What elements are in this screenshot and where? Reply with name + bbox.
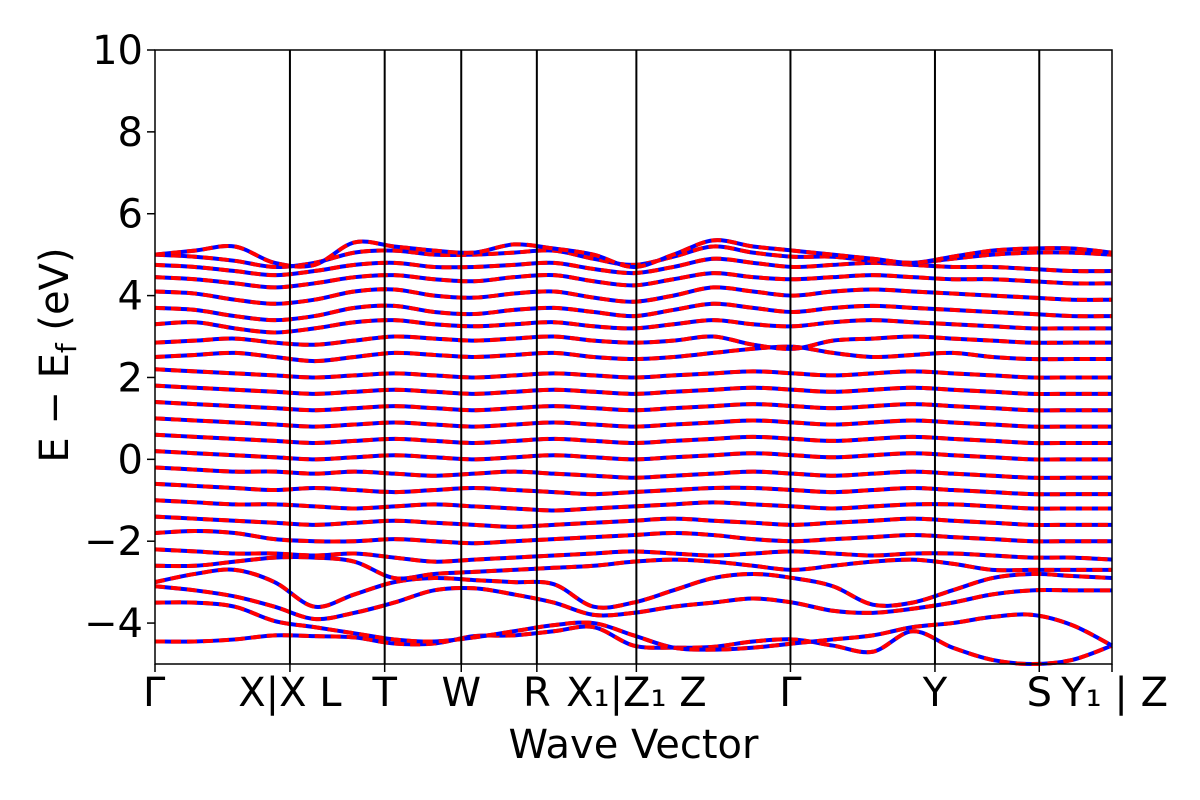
band-6-series-1 <box>154 528 1112 546</box>
band-19-series-1 <box>154 318 1112 335</box>
band-11-series-0 <box>154 449 1112 462</box>
kpoint-label-0: Γ <box>143 670 166 716</box>
band-12-series-0 <box>154 432 1112 446</box>
band-2-series-1 <box>154 584 1113 622</box>
band-16-series-0 <box>154 367 1112 380</box>
band-13-series-0 <box>154 416 1112 429</box>
kpoint-label-9: Y₁ | Z <box>1060 670 1168 716</box>
y-tick-label-0: −4 <box>84 601 143 647</box>
band-22-series-1 <box>154 271 1113 290</box>
bands-layer <box>154 238 1113 666</box>
band-4-series-1 <box>154 555 1112 581</box>
band-20-series-1 <box>154 301 1113 323</box>
kpoint-lines-layer <box>288 50 1041 664</box>
y-tick-label-6: 8 <box>118 110 143 156</box>
y-ticks-layer: −4 −2 0 2 4 6 8 10 <box>84 28 155 647</box>
band-10-series-0 <box>154 465 1112 480</box>
x-axis-label: Wave Vector <box>509 722 760 768</box>
kpoint-label-2: T <box>371 670 397 716</box>
band-7-series-0 <box>154 514 1113 529</box>
y-tick-label-4: 4 <box>118 274 143 320</box>
y-axis-label-sub: f <box>50 342 83 353</box>
kpoint-label-1: X|X L <box>238 670 342 716</box>
kpoint-label-7: Y <box>922 670 948 716</box>
band-25-series-1 <box>154 238 1113 269</box>
y-axis-label: E − Ef (eV) <box>32 247 83 462</box>
kpoint-label-8: S <box>1027 670 1052 716</box>
y-axis-label-unit: (eV) <box>32 247 78 343</box>
band-1-series-1 <box>154 600 1113 652</box>
band-17-series-1 <box>154 344 1112 364</box>
band-8-series-0 <box>154 498 1112 513</box>
y-axis-label-main: E − E <box>32 353 78 463</box>
plot-frame <box>154 49 1113 665</box>
y-tick-label-2: 0 <box>118 437 143 483</box>
y-tick-label-7: 10 <box>92 28 143 74</box>
kpoint-label-6: Γ <box>779 670 802 716</box>
y-tick-label-1: −2 <box>84 519 143 565</box>
kpoint-labels-layer: Γ X|X L T W R X₁|Z₁ Z Γ Y S Y₁ | Z <box>143 664 1168 716</box>
kpoint-label-4: R <box>523 670 551 716</box>
band-18-series-1 <box>154 334 1112 351</box>
band-23-series-1 <box>154 256 1113 278</box>
band-0-series-1 <box>154 624 1113 666</box>
band-21-series-1 <box>154 285 1113 306</box>
band-5-series-0 <box>154 547 1113 564</box>
band-3-series-1 <box>154 567 1113 610</box>
band-15-series-0 <box>154 383 1112 396</box>
y-tick-label-5: 6 <box>118 192 143 238</box>
band-14-series-0 <box>154 400 1112 413</box>
band-9-series-0 <box>154 481 1112 497</box>
y-tick-label-3: 2 <box>118 355 143 401</box>
kpoint-label-3: W <box>441 670 481 716</box>
kpoint-label-5: X₁|Z₁ Z <box>566 670 706 716</box>
